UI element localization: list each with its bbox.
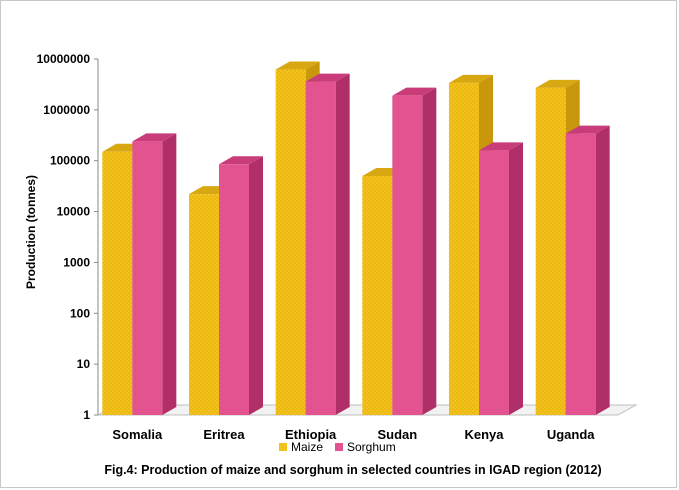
bar-sorghum-sudan-side — [422, 87, 437, 415]
bar-sorghum-kenya-front — [479, 150, 509, 416]
bar-maize-uganda-front — [535, 87, 566, 415]
bar-sorghum-kenya-top — [479, 142, 523, 151]
x-category-label: Somalia — [112, 427, 163, 442]
y-tick-label: 100 — [70, 306, 90, 320]
x-category-label: Kenya — [464, 427, 504, 442]
bar-sorghum-eritrea-top — [219, 156, 263, 165]
bar-sorghum-ethiopia-side — [335, 73, 350, 415]
bar-sorghum-kenya-side — [509, 142, 523, 416]
bar-sorghum-eritrea-side — [249, 156, 263, 415]
legend: Maize Sorghum — [279, 440, 396, 454]
bar-sorghum-sudan-front — [392, 95, 423, 415]
bar-maize-uganda-top — [535, 79, 580, 88]
bar-sorghum-ethiopia-front — [305, 81, 336, 415]
bar-sorghum-uganda-front — [565, 133, 596, 415]
y-tick-label: 1 — [83, 408, 90, 422]
x-category-label: Uganda — [547, 427, 595, 442]
y-tick-label: 100000 — [50, 154, 90, 168]
legend-swatch-maize — [279, 443, 287, 451]
bar-maize-somalia-front — [102, 151, 133, 415]
bar-maize-ethiopia-top — [275, 61, 320, 70]
x-category-label: Ethiopia — [285, 427, 337, 442]
bar-sorghum-kenya — [479, 142, 523, 416]
bar-maize-kenya-front — [449, 82, 479, 416]
bar-maize-ethiopia-front — [275, 69, 306, 416]
x-category-label: Sudan — [377, 427, 417, 442]
y-axis-title: Production (tonnes) — [24, 175, 38, 289]
bar-sorghum-uganda-side — [595, 125, 610, 415]
legend-swatch-sorghum — [335, 443, 343, 451]
bar-sorghum-somalia — [132, 133, 177, 416]
bar-maize-kenya-top — [449, 74, 493, 83]
bar-sorghum-sudan-top — [392, 87, 437, 96]
y-tick-label: 10 — [77, 357, 91, 371]
y-tick-label: 1000 — [63, 255, 90, 269]
legend-label-sorghum: Sorghum — [347, 440, 396, 454]
x-category-label: Eritrea — [203, 427, 245, 442]
bar-sorghum-uganda — [565, 125, 610, 415]
bar-sorghum-eritrea-front — [219, 164, 249, 415]
bar-sorghum-somalia-front — [132, 141, 163, 416]
bar-sorghum-ethiopia-top — [305, 73, 350, 82]
bar-sorghum-somalia-side — [162, 133, 177, 416]
y-tick-label: 10000 — [57, 205, 91, 219]
bar-sorghum-uganda-top — [565, 125, 610, 134]
bar-sorghum-eritrea — [219, 156, 263, 415]
bar-sorghum-somalia-top — [132, 133, 177, 142]
legend-label-maize: Maize — [291, 440, 323, 454]
bar-maize-eritrea-front — [189, 194, 219, 415]
y-tick-label: 1000000 — [43, 103, 90, 117]
y-tick-label: 10000000 — [37, 52, 91, 66]
figure-caption: Fig.4: Production of maize and sorghum i… — [104, 463, 601, 477]
bar-sorghum-sudan — [392, 87, 437, 415]
bar-sorghum-ethiopia — [305, 73, 350, 415]
bar-maize-sudan-front — [362, 176, 393, 415]
